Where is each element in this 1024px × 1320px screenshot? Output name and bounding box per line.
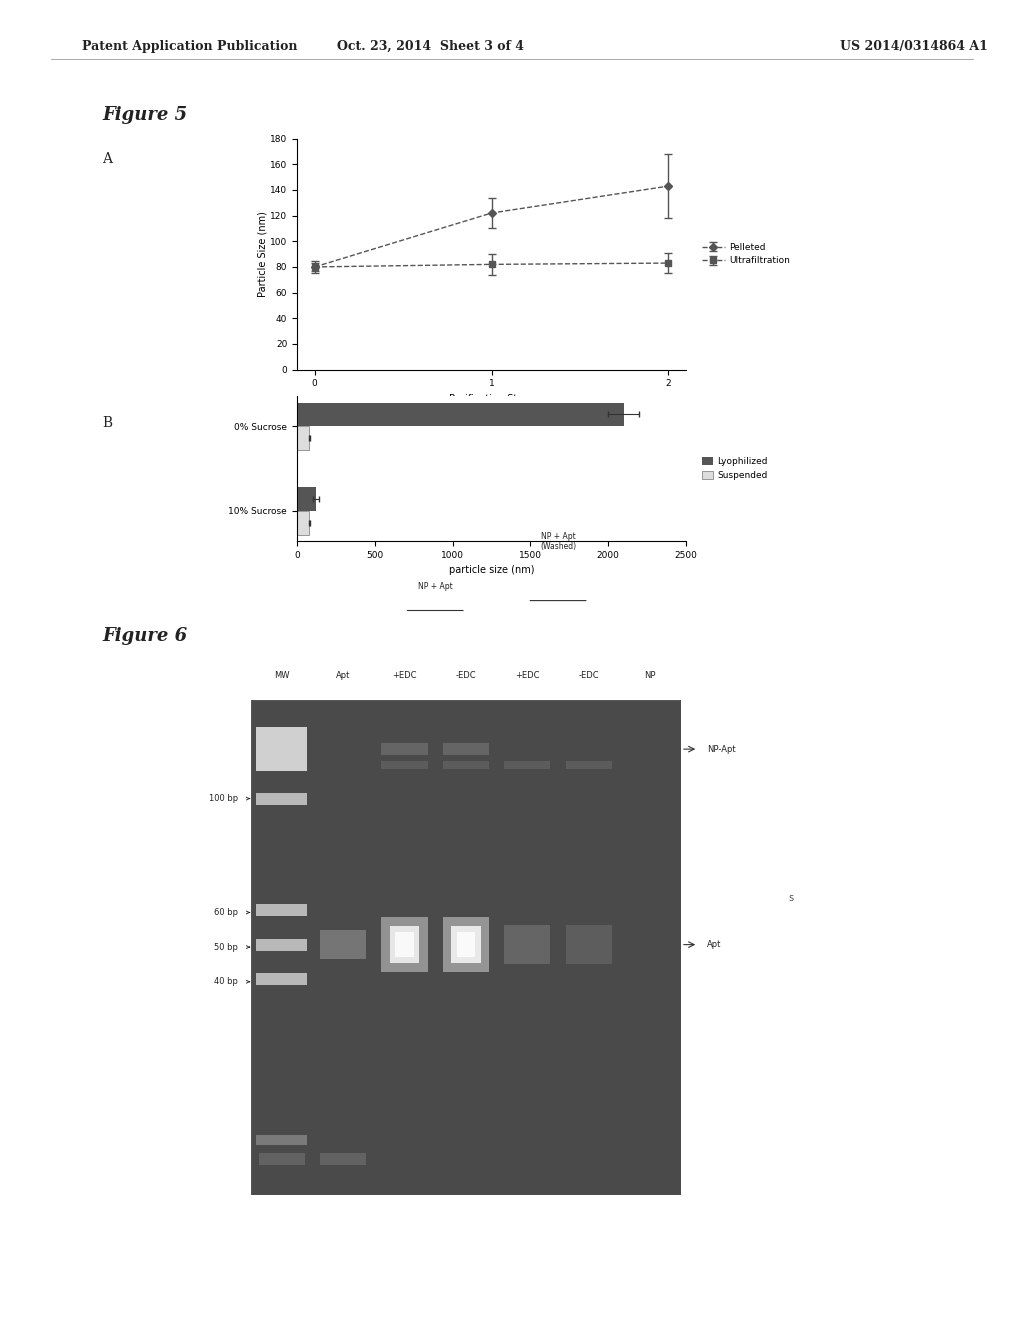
Text: US 2014/0314864 A1: US 2014/0314864 A1 xyxy=(840,40,987,53)
Text: NP: NP xyxy=(644,671,656,680)
Legend: Lyophilized, Suspended: Lyophilized, Suspended xyxy=(698,454,771,483)
Text: Figure 5: Figure 5 xyxy=(102,106,187,124)
Bar xyxy=(389,925,420,964)
Text: -EDC: -EDC xyxy=(456,671,476,680)
Bar xyxy=(442,917,489,972)
Bar xyxy=(297,403,624,426)
Bar xyxy=(297,511,309,535)
Bar xyxy=(319,929,367,960)
X-axis label: particle size (nm): particle size (nm) xyxy=(449,565,535,576)
Bar xyxy=(442,762,489,768)
Text: 50 bp: 50 bp xyxy=(214,942,238,952)
Text: 100 bp: 100 bp xyxy=(209,795,238,803)
Text: NP-Apt: NP-Apt xyxy=(707,744,735,754)
Text: s: s xyxy=(788,892,794,903)
Bar xyxy=(256,727,307,771)
Bar xyxy=(457,932,475,957)
Y-axis label: Particle Size (nm): Particle Size (nm) xyxy=(257,211,267,297)
Bar xyxy=(381,762,428,768)
Bar xyxy=(451,925,481,964)
Legend: Pelleted, Ultrafiltration: Pelleted, Ultrafiltration xyxy=(698,239,794,269)
Text: Figure 6: Figure 6 xyxy=(102,627,187,645)
Bar xyxy=(258,1152,305,1166)
Bar xyxy=(442,743,489,755)
Text: 40 bp: 40 bp xyxy=(214,977,238,986)
Text: A: A xyxy=(102,152,113,166)
Bar xyxy=(256,1135,307,1144)
Text: NP + Apt: NP + Apt xyxy=(418,582,453,591)
Bar xyxy=(256,939,307,950)
Text: MW: MW xyxy=(273,671,290,680)
Bar xyxy=(395,932,414,957)
Bar xyxy=(256,792,307,804)
Bar xyxy=(256,973,307,985)
Text: Patent Application Publication: Patent Application Publication xyxy=(82,40,297,53)
Bar xyxy=(381,743,428,755)
Bar xyxy=(565,762,611,768)
Bar xyxy=(504,762,550,768)
Bar xyxy=(256,904,307,916)
Bar xyxy=(297,487,315,511)
Text: 60 bp: 60 bp xyxy=(214,908,238,917)
Bar xyxy=(565,925,611,965)
Text: Oct. 23, 2014  Sheet 3 of 4: Oct. 23, 2014 Sheet 3 of 4 xyxy=(337,40,523,53)
Bar xyxy=(297,426,309,450)
Text: +EDC: +EDC xyxy=(392,671,417,680)
Bar xyxy=(319,1152,367,1166)
Text: -EDC: -EDC xyxy=(579,671,599,680)
Text: NP + Apt
(Washed): NP + Apt (Washed) xyxy=(540,532,577,552)
X-axis label: Purification Steps: Purification Steps xyxy=(449,393,535,404)
Text: +EDC: +EDC xyxy=(515,671,540,680)
Text: B: B xyxy=(102,416,113,430)
Text: Apt: Apt xyxy=(336,671,350,680)
Bar xyxy=(504,925,550,965)
Bar xyxy=(381,917,428,972)
Text: Apt: Apt xyxy=(707,940,721,949)
